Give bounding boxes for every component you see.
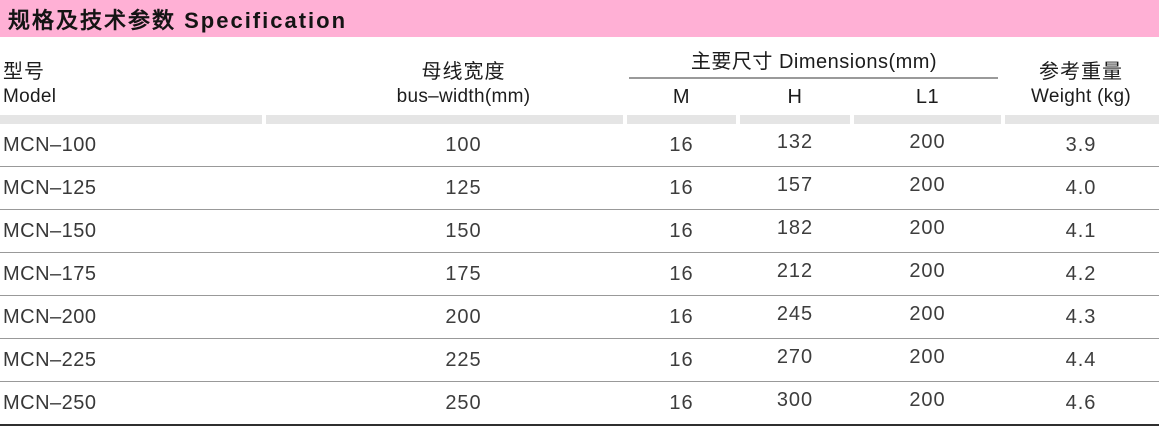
cell-bus-width: 200 — [445, 305, 482, 328]
table-header: 型号 Model 母线宽度 bus–width(mm) 主要尺寸 Dimensi… — [0, 37, 1159, 115]
cell-h: 157 — [776, 173, 814, 196]
cell-m: 16 — [669, 176, 694, 199]
cell-l1: 200 — [909, 173, 946, 196]
header-separator-segment — [854, 115, 1001, 124]
column-header-weight: 参考重量 Weight (kg) — [1003, 37, 1159, 115]
cell-model: MCN–125 — [3, 176, 97, 199]
column-header-bus-width-en: bus–width(mm) — [396, 86, 531, 107]
table-row: MCN–150 150 16 182 200 4.1 — [0, 210, 1159, 253]
cell-h: 300 — [776, 388, 814, 411]
column-header-h: H — [787, 85, 803, 108]
cell-model: MCN–100 — [3, 133, 97, 156]
table-row: MCN–250 250 16 300 200 4.6 — [0, 382, 1159, 424]
column-header-model-en: Model — [3, 86, 57, 107]
cell-m: 16 — [669, 391, 694, 414]
column-group-dimensions-label: 主要尺寸 Dimensions(mm) — [690, 51, 938, 73]
header-separator-segment — [740, 115, 850, 124]
cell-h: 212 — [776, 259, 814, 282]
cell-m: 16 — [669, 262, 694, 285]
cell-model: MCN–150 — [3, 219, 97, 242]
cell-h: 245 — [776, 302, 814, 325]
table-row: MCN–175 175 16 212 200 4.2 — [0, 253, 1159, 296]
cell-model: MCN–250 — [3, 391, 97, 414]
cell-m: 16 — [669, 305, 694, 328]
header-separator-segment — [0, 115, 262, 124]
header-separator-segment — [1005, 115, 1159, 124]
cell-bus-width: 100 — [445, 133, 482, 156]
section-title: 规格及技术参数 Specification — [8, 7, 348, 33]
column-header-m: M — [672, 85, 691, 108]
table-row: MCN–125 125 16 157 200 4.0 — [0, 167, 1159, 210]
cell-weight: 4.3 — [1065, 305, 1097, 328]
cell-bus-width: 150 — [445, 219, 482, 242]
cell-l1: 200 — [909, 302, 946, 325]
column-header-weight-en: Weight (kg) — [1030, 86, 1132, 107]
cell-l1: 200 — [909, 345, 946, 368]
cell-model: MCN–175 — [3, 262, 97, 285]
cell-m: 16 — [669, 348, 694, 371]
table-body: MCN–100 100 16 132 200 3.9 MCN–125 125 1… — [0, 124, 1159, 426]
cell-m: 16 — [669, 219, 694, 242]
cell-weight: 4.2 — [1065, 262, 1097, 285]
cell-bus-width: 250 — [445, 391, 482, 414]
cell-l1: 200 — [909, 130, 946, 153]
cell-weight: 4.4 — [1065, 348, 1097, 371]
table-row: MCN–200 200 16 245 200 4.3 — [0, 296, 1159, 339]
table-row: MCN–225 225 16 270 200 4.4 — [0, 339, 1159, 382]
column-group-dimensions: 主要尺寸 Dimensions(mm) M H L1 — [625, 37, 1003, 115]
cell-weight: 3.9 — [1065, 133, 1097, 156]
cell-bus-width: 225 — [445, 348, 482, 371]
column-header-bus-width: 母线宽度 bus–width(mm) — [264, 37, 625, 115]
header-separator-segment — [627, 115, 736, 124]
column-header-l1: L1 — [915, 85, 940, 108]
cell-weight: 4.6 — [1065, 391, 1097, 414]
column-header-model-zh: 型号 — [3, 61, 45, 83]
cell-weight: 4.0 — [1065, 176, 1097, 199]
cell-weight: 4.1 — [1065, 219, 1097, 242]
cell-l1: 200 — [909, 388, 946, 411]
cell-model: MCN–200 — [3, 305, 97, 328]
cell-h: 270 — [776, 345, 814, 368]
section-title-bar: 规格及技术参数 Specification — [0, 0, 1159, 37]
column-header-bus-width-zh: 母线宽度 — [421, 61, 506, 83]
header-separator-segment — [266, 115, 623, 124]
dimensions-subheader-row: M H L1 — [625, 79, 1003, 115]
column-header-model: 型号 Model — [0, 37, 264, 115]
table-row: MCN–100 100 16 132 200 3.9 — [0, 124, 1159, 167]
dimensions-group-underline — [629, 77, 998, 79]
cell-model: MCN–225 — [3, 348, 97, 371]
cell-bus-width: 175 — [445, 262, 482, 285]
header-separator-bar — [0, 115, 1159, 124]
cell-l1: 200 — [909, 259, 946, 282]
cell-bus-width: 125 — [445, 176, 482, 199]
cell-h: 182 — [776, 216, 814, 239]
cell-h: 132 — [776, 130, 814, 153]
cell-l1: 200 — [909, 216, 946, 239]
cell-m: 16 — [669, 133, 694, 156]
column-header-weight-zh: 参考重量 — [1039, 61, 1123, 83]
